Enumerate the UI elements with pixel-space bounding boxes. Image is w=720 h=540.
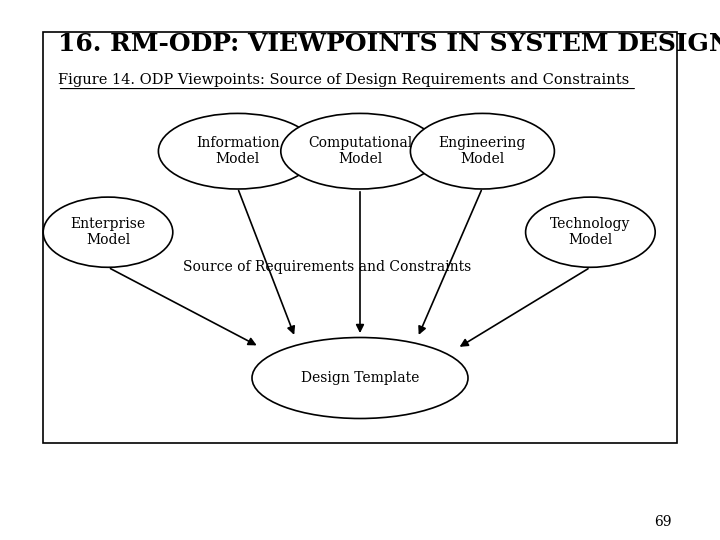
Ellipse shape xyxy=(252,338,468,418)
Text: Enterprise
Model: Enterprise Model xyxy=(71,217,145,247)
Text: Technology
Model: Technology Model xyxy=(550,217,631,247)
Ellipse shape xyxy=(526,197,655,267)
Text: Information
Model: Information Model xyxy=(196,136,279,166)
Ellipse shape xyxy=(158,113,317,189)
Text: 16. RM-ODP: VIEWPOINTS IN SYSTEM DESIGN PROCESS-2: 16. RM-ODP: VIEWPOINTS IN SYSTEM DESIGN … xyxy=(58,32,720,56)
Text: Computational
Model: Computational Model xyxy=(308,136,412,166)
FancyBboxPatch shape xyxy=(43,32,677,443)
Text: Engineering
Model: Engineering Model xyxy=(438,136,526,166)
Text: 69: 69 xyxy=(654,515,671,529)
Ellipse shape xyxy=(410,113,554,189)
Ellipse shape xyxy=(43,197,173,267)
Text: Figure 14. ODP Viewpoints: Source of Design Requirements and Constraints: Figure 14. ODP Viewpoints: Source of Des… xyxy=(58,73,629,87)
Ellipse shape xyxy=(281,113,439,189)
Text: Design Template: Design Template xyxy=(301,371,419,385)
Text: Source of Requirements and Constraints: Source of Requirements and Constraints xyxy=(184,260,472,274)
